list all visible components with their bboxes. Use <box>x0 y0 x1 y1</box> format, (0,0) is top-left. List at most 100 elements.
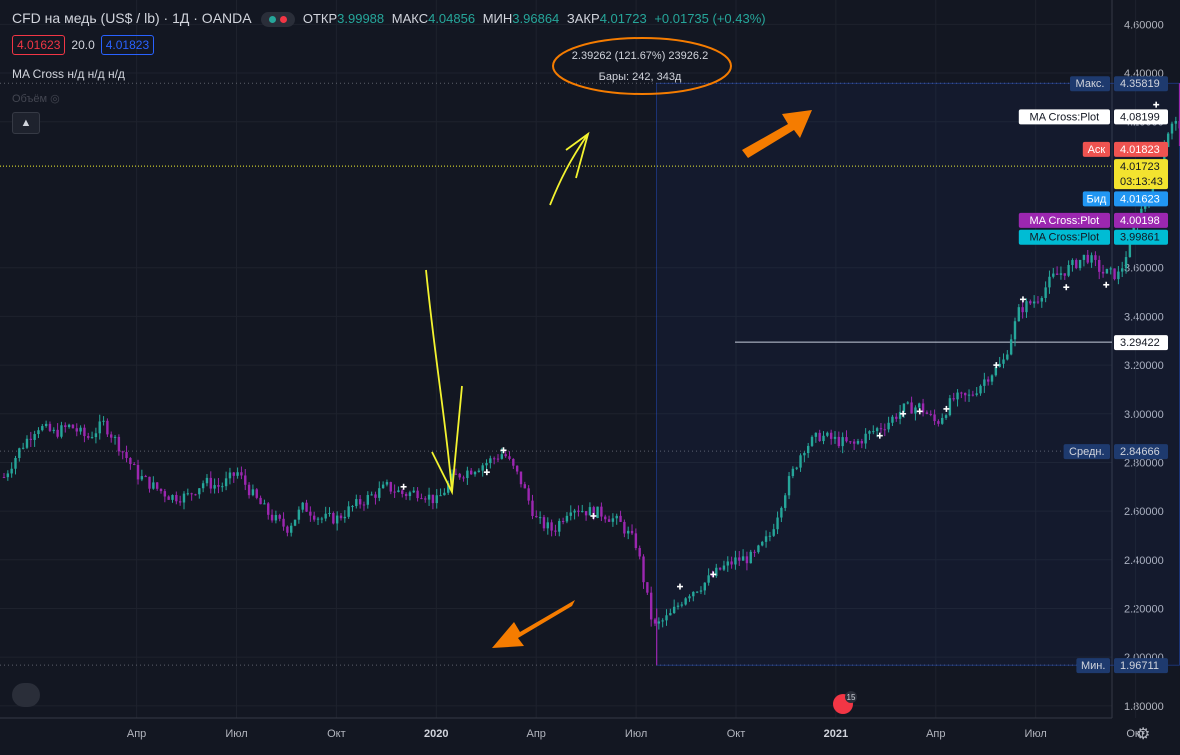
candle-body <box>680 604 684 606</box>
yellow-arrow-down <box>425 269 453 493</box>
candle-body <box>140 476 144 480</box>
candle-body <box>469 470 473 475</box>
candle-body <box>305 502 308 512</box>
candle-body <box>232 472 235 476</box>
candle-body <box>136 464 140 480</box>
symbol-title[interactable]: CFD на медь (US$ / lb) · 1Д · OANDA <box>12 10 252 26</box>
candle-body <box>2 477 6 479</box>
price-label-max <box>1114 76 1168 92</box>
indicator-legend[interactable]: MA Cross н/д н/д н/д <box>12 67 125 81</box>
candle-body <box>558 520 561 532</box>
candle-body <box>255 489 258 498</box>
candle-body <box>186 493 190 495</box>
candle-body <box>102 420 105 422</box>
candle-body <box>71 424 75 429</box>
candle-body <box>542 517 546 529</box>
candle-body <box>676 605 680 607</box>
candle-body <box>1170 123 1174 134</box>
x-tick-label: 2021 <box>824 728 848 740</box>
candle-body <box>209 477 212 489</box>
x-tick-label: Апр <box>926 728 945 740</box>
price-tag-avg <box>1063 444 1110 460</box>
price-label-value: 1.96711 <box>1120 660 1159 672</box>
gear-icon[interactable]: ⚙ <box>1136 726 1151 743</box>
candle-body <box>573 510 576 513</box>
ask-box[interactable]: 4.01823 <box>100 35 155 55</box>
candle-body <box>301 502 304 510</box>
candle-body <box>1128 236 1132 258</box>
high-label: МАКС <box>391 11 429 26</box>
candle-body <box>385 482 389 485</box>
price-label-min <box>1114 658 1168 674</box>
candle-body <box>918 403 921 408</box>
candle-body <box>929 413 932 415</box>
candle-body <box>1002 359 1005 364</box>
price-label-value: 4.00198 <box>1120 215 1160 227</box>
price-label-ma3 <box>1114 229 1168 245</box>
candle-body <box>267 503 270 515</box>
candle-body <box>297 509 301 520</box>
candle-body <box>933 414 936 422</box>
candle-body <box>864 433 867 444</box>
candle-body <box>1174 120 1178 124</box>
volume-legend[interactable]: Объём ◎ <box>12 92 60 105</box>
candle-body <box>592 507 595 519</box>
tradingview-logo-icon[interactable] <box>12 683 40 707</box>
candle-body <box>401 490 404 494</box>
collapse-legend-button[interactable]: ▲ <box>12 112 40 134</box>
candle-body <box>75 428 78 432</box>
candle-body <box>1048 276 1051 288</box>
close-label: ЗАКР <box>566 11 600 26</box>
price-label-ask <box>1114 141 1168 157</box>
candle-body <box>649 592 653 620</box>
candle-body <box>454 473 458 475</box>
candle-body <box>247 484 251 496</box>
candle-body <box>561 520 565 522</box>
candle-body <box>837 436 841 447</box>
candle-body <box>496 458 500 460</box>
candle-body <box>860 441 864 444</box>
alert-icon <box>280 16 288 24</box>
candle-body <box>703 582 706 591</box>
candle-body <box>224 478 228 487</box>
candle-body <box>182 493 186 503</box>
candle-body <box>829 432 833 439</box>
price-label-avg <box>1114 444 1168 460</box>
spread-value: 20.0 <box>71 38 95 52</box>
candle-body <box>588 507 592 516</box>
candle-body <box>638 548 641 557</box>
candle-body <box>370 494 373 496</box>
candle-body <box>581 511 584 513</box>
candle-body <box>726 561 729 566</box>
candle-body <box>94 433 98 438</box>
candle-body <box>738 557 741 561</box>
eye-hidden-icon[interactable]: ◎ <box>50 93 60 105</box>
candle-body <box>355 499 358 507</box>
candle-body <box>41 426 44 431</box>
price-label-value: 4.01723 <box>1120 161 1160 173</box>
candle-body <box>634 533 638 549</box>
candle-body <box>90 437 94 439</box>
status-toggle[interactable] <box>261 12 296 28</box>
candle-body <box>722 565 726 570</box>
candle-body <box>175 495 178 502</box>
bid-box[interactable]: 4.01623 <box>12 35 66 55</box>
candle-body <box>424 498 427 500</box>
candle-body <box>718 567 722 570</box>
candle-body <box>986 379 990 382</box>
candle-body <box>473 471 477 475</box>
candle-body <box>1021 307 1024 313</box>
candle-body <box>439 495 442 497</box>
candle-body <box>358 499 362 505</box>
candle-body <box>512 458 515 466</box>
candle-body <box>309 511 312 516</box>
candle-body <box>535 515 538 518</box>
candle-body <box>960 392 963 394</box>
candle-body <box>979 385 982 394</box>
candle-body <box>872 431 875 433</box>
candle-body <box>772 529 775 536</box>
candle-body <box>1029 301 1032 304</box>
candle-body <box>952 398 955 400</box>
